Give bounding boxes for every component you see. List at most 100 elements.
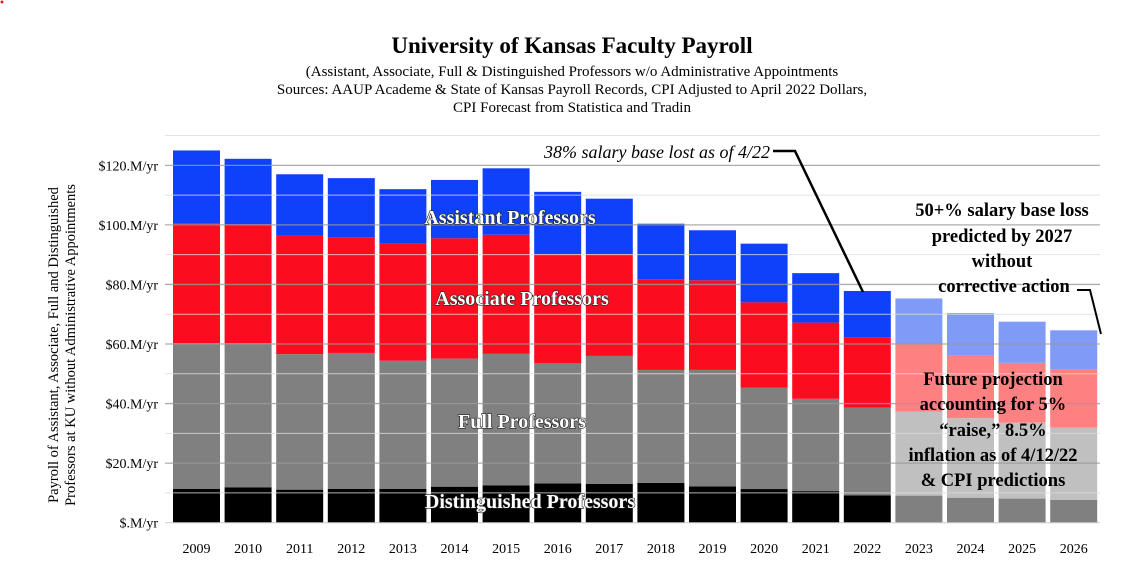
- x-tick-label: 2016: [544, 542, 572, 557]
- x-tick-label: 2011: [286, 542, 313, 557]
- annotation-projection-line-1: Future projection: [923, 370, 1063, 390]
- bar-full-professors-2013: [379, 360, 427, 489]
- bar-full-professors-2010: [224, 343, 272, 488]
- bar-associate-professors-2023: [895, 344, 943, 412]
- bar-assistant-professors-2015: [482, 168, 530, 235]
- gridlines: [165, 135, 1100, 524]
- bar-associate-professors-2018: [637, 279, 685, 370]
- bar-full-professors-2025: [998, 422, 1046, 499]
- series-label-distinguished: Distinguished Professors: [425, 491, 635, 513]
- bar-assistant-professors-2025: [998, 321, 1046, 363]
- bar-full-professors-2020: [740, 387, 788, 490]
- chart-subtitle-line-3: CPI Forecast from Statistica and Tradin: [453, 100, 691, 116]
- bar-distinguished-professors-2022: [843, 495, 891, 523]
- y-tick-label: $40.M/yr: [106, 398, 159, 413]
- bar-distinguished-professors-2011: [276, 489, 324, 523]
- bar-full-professors-2011: [276, 354, 324, 490]
- bar-full-professors-2024: [947, 418, 994, 498]
- bar-distinguished-professors-2018: [637, 482, 685, 523]
- bar-associate-professors-2011: [276, 235, 324, 355]
- x-tick-label: 2020: [750, 542, 778, 557]
- chart-title: University of Kansas Faculty Payroll: [391, 33, 752, 58]
- x-tick-label: 2014: [441, 542, 469, 557]
- y-axis-label-line-1: Payroll of Assistant, Associate, Full an…: [46, 186, 62, 503]
- bar-assistant-professors-2026: [1050, 330, 1098, 370]
- bar-distinguished-professors-2020: [740, 489, 788, 523]
- bar-distinguished-professors-2025: [998, 498, 1046, 523]
- bar-assistant-professors-2009: [173, 150, 220, 224]
- x-tick-label: 2019: [699, 542, 727, 557]
- x-tick-label: 2015: [492, 542, 520, 557]
- annotation-projection-line-3: “raise,” 8.5%: [939, 421, 1046, 441]
- bar-associate-professors-2022: [843, 337, 891, 408]
- bar-assistant-professors-2020: [740, 243, 788, 303]
- y-tick-label: $60.M/yr: [106, 338, 159, 353]
- chart-subtitle-line-1: (Assistant, Associate, Full & Distinguis…: [306, 64, 839, 80]
- bar-assistant-professors-2012: [327, 178, 375, 238]
- bar-assistant-professors-2010: [224, 158, 272, 225]
- x-tick-label: 2009: [183, 542, 211, 557]
- annotation-lost-leader: [773, 149, 865, 293]
- bar-assistant-professors-2021: [792, 273, 840, 323]
- red-dot-marker: [0, 0, 4, 4]
- bar-associate-professors-2017: [585, 254, 633, 356]
- bar-assistant-professors-2017: [585, 198, 633, 255]
- x-tick-label: 2026: [1060, 542, 1088, 557]
- bar-full-professors-2022: [843, 407, 891, 496]
- bar-full-professors-2018: [637, 369, 685, 483]
- annotation-prediction-line-4: corrective action: [938, 277, 1070, 297]
- bar-assistant-professors-2011: [276, 174, 324, 236]
- bar-distinguished-professors-2024: [947, 497, 994, 523]
- bar-full-professors-2012: [327, 352, 375, 489]
- y-tick-label: $120.M/yr: [99, 159, 159, 174]
- bar-distinguished-professors-2023: [895, 495, 943, 523]
- bar-associate-professors-2016: [534, 254, 582, 364]
- bar-associate-professors-2014: [431, 238, 478, 359]
- x-ticks: 2009 2010 2011 2012 2013 2014 2015 2016 2017 2018…: [183, 542, 1088, 557]
- bar-associate-professors-2010: [224, 224, 272, 344]
- bar-distinguished-professors-2021: [792, 491, 840, 523]
- y-ticks: $.M/yr $20.M/yr $40.M/yr $60.M/yr $80.M/yr $1…: [99, 159, 159, 531]
- x-tick-label: 2024: [957, 542, 985, 557]
- bars-layer: [173, 150, 1098, 523]
- annotation-projection-line-4: inflation as of 4/12/22: [908, 446, 1077, 466]
- series-label-associate: Associate Professors: [435, 288, 609, 310]
- bar-full-professors-2021: [792, 398, 840, 492]
- series-label-full: Full Professors: [458, 411, 586, 433]
- x-tick-label: 2018: [647, 542, 675, 557]
- y-tick-label: $20.M/yr: [106, 457, 159, 472]
- y-axis-label-line-2: Professors at KU without Administrative …: [63, 184, 79, 506]
- x-tick-label: 2022: [853, 542, 881, 557]
- bar-associate-professors-2025: [998, 362, 1046, 423]
- bar-assistant-professors-2013: [379, 189, 427, 244]
- y-tick-label: $.M/yr: [120, 517, 159, 532]
- bar-associate-professors-2013: [379, 243, 427, 361]
- bar-distinguished-professors-2019: [689, 486, 736, 523]
- annotation-projection-line-5: & CPI predictions: [921, 471, 1066, 491]
- bar-distinguished-professors-2013: [379, 488, 427, 523]
- bar-associate-professors-2024: [947, 355, 994, 419]
- x-tick-label: 2017: [595, 542, 623, 557]
- annotation-prediction-line-1: 50+% salary base loss: [915, 201, 1088, 221]
- annotation-projection-line-2: accounting for 5%: [920, 395, 1067, 415]
- bar-assistant-professors-2019: [689, 230, 736, 281]
- annotation-prediction-line-3: without: [972, 252, 1033, 272]
- x-tick-label: 2021: [802, 542, 830, 557]
- bar-associate-professors-2019: [689, 280, 736, 370]
- x-tick-label: 2013: [389, 542, 417, 557]
- y-tick-label: $80.M/yr: [106, 278, 159, 293]
- x-tick-label: 2012: [337, 542, 365, 557]
- annotation-prediction-line-2: predicted by 2027: [932, 227, 1072, 247]
- series-label-assistant: Assistant Professors: [424, 207, 596, 229]
- y-tick-label: $100.M/yr: [99, 219, 159, 234]
- bar-full-professors-2014: [431, 358, 478, 487]
- bar-associate-professors-2020: [740, 302, 788, 388]
- x-tick-label: 2023: [905, 542, 933, 557]
- bar-distinguished-professors-2012: [327, 488, 375, 523]
- bar-associate-professors-2009: [173, 223, 220, 344]
- bar-assistant-professors-2014: [431, 179, 478, 239]
- x-tick-label: 2025: [1008, 542, 1036, 557]
- bar-full-professors-2019: [689, 369, 736, 487]
- bar-assistant-professors-2016: [534, 191, 582, 255]
